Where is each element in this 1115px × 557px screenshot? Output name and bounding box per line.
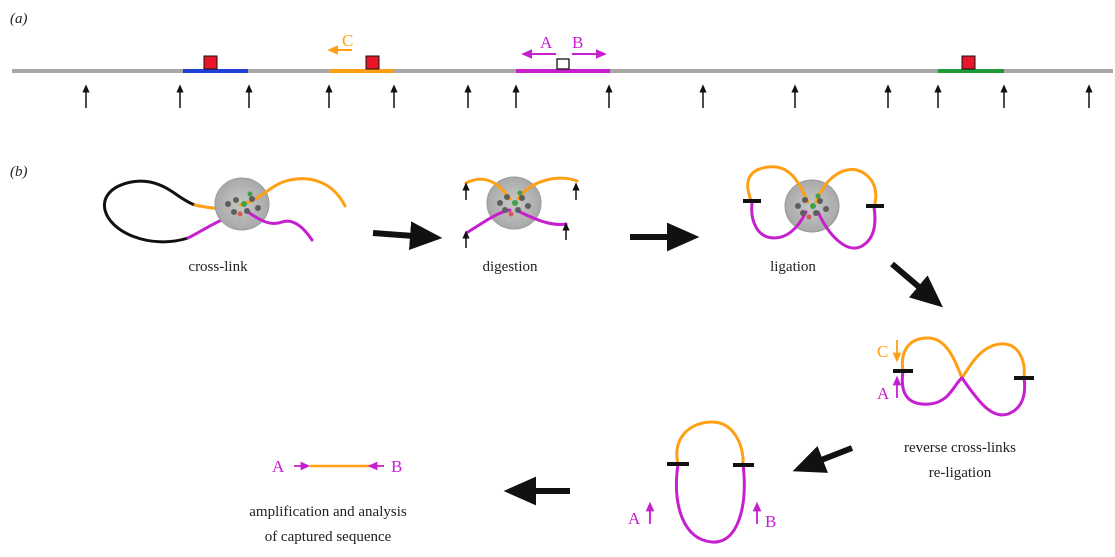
- step-arrow: [792, 445, 854, 473]
- panel-label-a: (a): [10, 11, 28, 27]
- primer-c-label: C: [342, 31, 353, 50]
- reverse-crosslink-illustration: [892, 336, 1034, 417]
- digestion-illustration: [462, 176, 580, 248]
- step-ligation-label: ligation: [770, 259, 816, 275]
- primer-c-label-step4: C: [877, 342, 888, 361]
- primer-a-label: A: [540, 33, 553, 52]
- religated-circle-illustration: [645, 420, 762, 544]
- step-analysis-label-1: amplification and analysis: [249, 504, 407, 520]
- red-element-box: [365, 55, 380, 70]
- step-arrow: [890, 261, 943, 308]
- step-reverse-label-2: re-ligation: [929, 465, 992, 481]
- red-element-box: [203, 55, 218, 70]
- step-digestion-label: digestion: [483, 259, 538, 275]
- panel-label-b: (b): [10, 164, 28, 180]
- step-arrow: [372, 221, 443, 251]
- primer-a-label-product: A: [272, 457, 285, 476]
- ligation-illustration: [743, 165, 884, 250]
- primer-a-label-step5: A: [628, 509, 641, 528]
- bait-element-box: [556, 58, 570, 70]
- primer-b-label-step5: B: [765, 512, 776, 531]
- primer-a-label-step4: A: [877, 384, 890, 403]
- step-crosslink-label: cross-link: [188, 259, 248, 275]
- restriction-sites: [82, 84, 1093, 108]
- step-analysis-label-2: of captured sequence: [265, 529, 392, 545]
- step-reverse-label-1: reverse cross-links: [904, 440, 1016, 456]
- crosslink-illustration: [103, 177, 347, 244]
- primer-b-label-product: B: [391, 457, 402, 476]
- primer-b-label: B: [572, 33, 583, 52]
- red-element-box: [961, 55, 976, 70]
